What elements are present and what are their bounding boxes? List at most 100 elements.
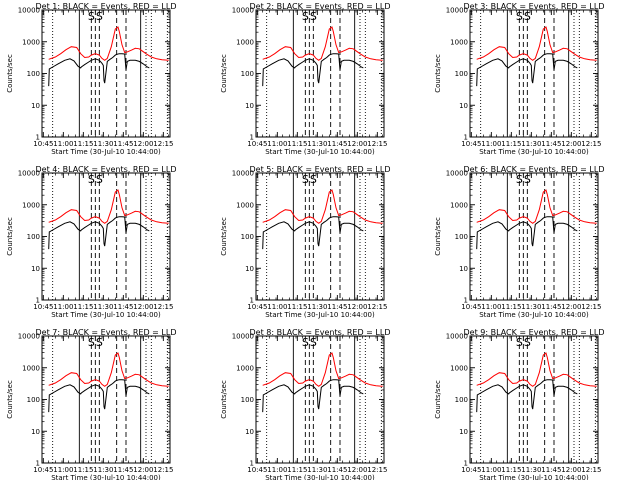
x-tick-label: 10:45 <box>247 303 267 311</box>
y-tick-label: 1 <box>250 297 254 305</box>
x-tick-label: 11:45 <box>541 140 561 148</box>
x-tick-label: 11:00 <box>481 140 501 148</box>
x-tick-label: 12:00 <box>347 303 367 311</box>
y-axis-label: Counts/sec <box>434 217 442 256</box>
x-tick-label: 11:15 <box>501 466 521 474</box>
y-tick-label: 1 <box>464 460 468 468</box>
x-tick-label: 11:45 <box>541 303 561 311</box>
x-tick-label: 11:30 <box>307 303 327 311</box>
y-axis-label: Counts/sec <box>434 380 442 419</box>
panel-title: Det 5: BLACK = Events, RED = LLD <box>250 165 391 174</box>
y-tick-label: 10 <box>31 102 40 110</box>
y-tick-label: 1 <box>464 134 468 142</box>
x-tick-label: 12:00 <box>133 466 153 474</box>
y-tick-label: 10 <box>245 102 254 110</box>
x-tick-label: 11:00 <box>267 466 287 474</box>
event-marker-label: S <box>96 173 103 186</box>
lld-series-line <box>262 26 383 61</box>
event-marker-label: S <box>516 10 523 23</box>
y-tick-label: 10000 <box>232 170 254 178</box>
y-tick-label: 1000 <box>22 38 40 46</box>
y-tick-label: 1000 <box>236 201 254 209</box>
x-tick-label: 11:30 <box>93 140 113 148</box>
x-tick-label: 11:30 <box>93 303 113 311</box>
event-marker-label: S <box>516 173 523 186</box>
y-tick-label: 1000 <box>22 364 40 372</box>
x-tick-label: 11:30 <box>307 140 327 148</box>
y-tick-label: 10000 <box>446 170 468 178</box>
y-tick-label: 10 <box>459 428 468 436</box>
event-marker-label: S <box>310 173 317 186</box>
x-axis-label: Start Time (30-Jul-10 10:44:00) <box>479 148 589 156</box>
y-tick-label: 100 <box>241 70 254 78</box>
x-tick-label: 12:15 <box>153 466 173 474</box>
x-tick-label: 11:00 <box>267 140 287 148</box>
x-tick-label: 10:45 <box>461 303 481 311</box>
y-tick-label: 10 <box>459 265 468 273</box>
panel-title: Det 8: BLACK = Events, RED = LLD <box>250 328 391 337</box>
y-axis-label: Counts/sec <box>434 54 442 93</box>
y-axis-label: Counts/sec <box>6 380 14 419</box>
event-marker-label: S <box>88 10 95 23</box>
x-tick-label: 11:45 <box>113 466 133 474</box>
x-axis-label: Start Time (30-Jul-10 10:44:00) <box>265 474 375 480</box>
x-tick-label: 11:00 <box>53 140 73 148</box>
event-marker-label: S <box>302 336 309 349</box>
x-tick-label: 12:15 <box>367 303 387 311</box>
x-tick-label: 12:00 <box>347 466 367 474</box>
events-series-line <box>262 216 364 250</box>
lld-series-line <box>48 189 169 224</box>
lld-series-line <box>476 189 597 224</box>
event-marker-label: S <box>524 336 531 349</box>
x-tick-label: 12:15 <box>581 303 601 311</box>
y-tick-label: 1 <box>250 134 254 142</box>
x-tick-label: 11:30 <box>521 466 541 474</box>
x-tick-label: 12:15 <box>581 140 601 148</box>
events-series-line <box>476 216 578 250</box>
x-tick-label: 11:45 <box>113 303 133 311</box>
x-tick-label: 11:45 <box>327 303 347 311</box>
lld-series-line <box>476 26 597 61</box>
y-axis-label: Counts/sec <box>220 380 228 419</box>
y-tick-label: 1 <box>464 297 468 305</box>
y-tick-label: 1 <box>36 460 40 468</box>
x-tick-label: 12:00 <box>133 303 153 311</box>
event-marker-label: S <box>88 173 95 186</box>
y-tick-label: 100 <box>27 396 40 404</box>
event-marker-label: S <box>96 336 103 349</box>
x-axis-label: Start Time (30-Jul-10 10:44:00) <box>479 311 589 319</box>
x-tick-label: 11:45 <box>541 466 561 474</box>
y-tick-label: 10000 <box>18 333 40 341</box>
event-marker-label: S <box>524 173 531 186</box>
y-tick-label: 10000 <box>446 333 468 341</box>
x-tick-label: 11:30 <box>307 466 327 474</box>
panel-title: Det 2: BLACK = Events, RED = LLD <box>250 2 391 11</box>
lld-series-line <box>48 352 169 387</box>
x-tick-label: 12:15 <box>153 140 173 148</box>
x-tick-label: 10:45 <box>33 466 53 474</box>
events-series-line <box>48 53 150 87</box>
x-tick-label: 12:00 <box>133 140 153 148</box>
event-marker-label: S <box>524 10 531 23</box>
x-tick-label: 11:15 <box>501 140 521 148</box>
x-tick-label: 12:00 <box>561 140 581 148</box>
x-tick-label: 12:15 <box>367 466 387 474</box>
x-tick-label: 11:30 <box>93 466 113 474</box>
x-tick-label: 11:45 <box>327 140 347 148</box>
event-marker-label: S <box>96 10 103 23</box>
y-tick-label: 1000 <box>450 364 468 372</box>
panel-title: Det 9: BLACK = Events, RED = LLD <box>464 328 605 337</box>
x-tick-label: 11:45 <box>113 140 133 148</box>
x-tick-label: 12:00 <box>561 466 581 474</box>
panel-title: Det 3: BLACK = Events, RED = LLD <box>464 2 605 11</box>
lld-series-line <box>476 352 597 387</box>
event-marker-label: S <box>302 173 309 186</box>
x-tick-label: 11:00 <box>481 303 501 311</box>
panel-title: Det 7: BLACK = Events, RED = LLD <box>36 328 177 337</box>
